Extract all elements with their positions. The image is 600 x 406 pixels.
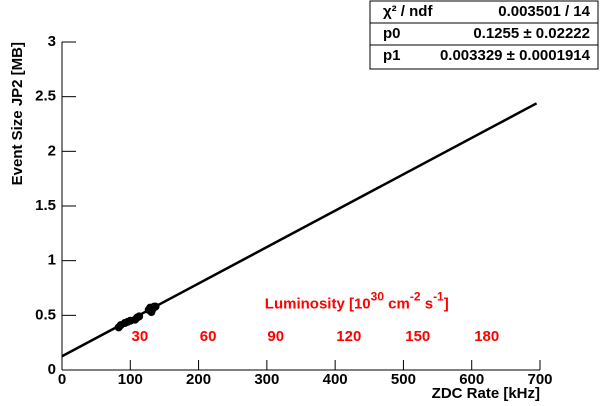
y-tick-label: 3	[48, 33, 56, 50]
x-tick-label: 300	[254, 371, 279, 388]
x-tick-label: 400	[323, 371, 348, 388]
x-tick-label: 200	[186, 371, 211, 388]
annotation-part: Luminosity [10	[265, 295, 371, 312]
luminosity-label: 150	[405, 328, 430, 345]
stats-value: 0.003329 ± 0.0001914	[440, 47, 591, 64]
stats-name: p0	[383, 25, 401, 42]
stats-frame	[369, 0, 599, 70]
annotation: Luminosity [1030 cm-2 s-1]	[265, 290, 449, 313]
y-tick-label: 0	[48, 361, 56, 378]
annotation-part: s	[421, 295, 434, 312]
luminosity-label: 90	[267, 328, 284, 345]
luminosity-label: 180	[474, 328, 499, 345]
annotation-part: -2	[410, 290, 421, 304]
x-tick-label: 600	[459, 371, 484, 388]
x-tick-label: 100	[118, 371, 143, 388]
data-point	[151, 302, 160, 311]
data-point	[135, 312, 144, 321]
stats-value: 0.1255 ± 0.02222	[473, 25, 590, 42]
stats-name: p1	[383, 47, 401, 64]
luminosity-label: 30	[132, 328, 149, 345]
x-axis-label: ZDC Rate [kHz]	[432, 385, 540, 402]
y-tick-label: 1.5	[35, 197, 56, 214]
luminosity-label: 60	[200, 328, 217, 345]
annotation-part: cm	[384, 295, 410, 312]
y-axis-label: Event Size JP2 [MB]	[9, 42, 26, 185]
x-tick-label: 700	[527, 371, 552, 388]
stats-box: χ² / ndf 0.003501 / 14 p0 0.1255 ± 0.02222 p…	[369, 0, 599, 70]
annotation-part: 30	[371, 290, 385, 304]
stats-value: 0.003501 / 14	[498, 3, 590, 20]
x-tick-label: 500	[391, 371, 416, 388]
x-tick-label: 0	[58, 371, 66, 388]
stats-name: χ² / ndf	[383, 3, 433, 20]
y-tick-label: 2	[48, 142, 56, 159]
annotation-part: ]	[444, 295, 449, 312]
annotation-part: -1	[433, 290, 444, 304]
y-tick-label: 0.5	[35, 306, 56, 323]
y-tick-label: 1	[48, 252, 56, 269]
luminosity-label: 120	[336, 328, 361, 345]
y-tick-label: 2.5	[35, 88, 56, 105]
